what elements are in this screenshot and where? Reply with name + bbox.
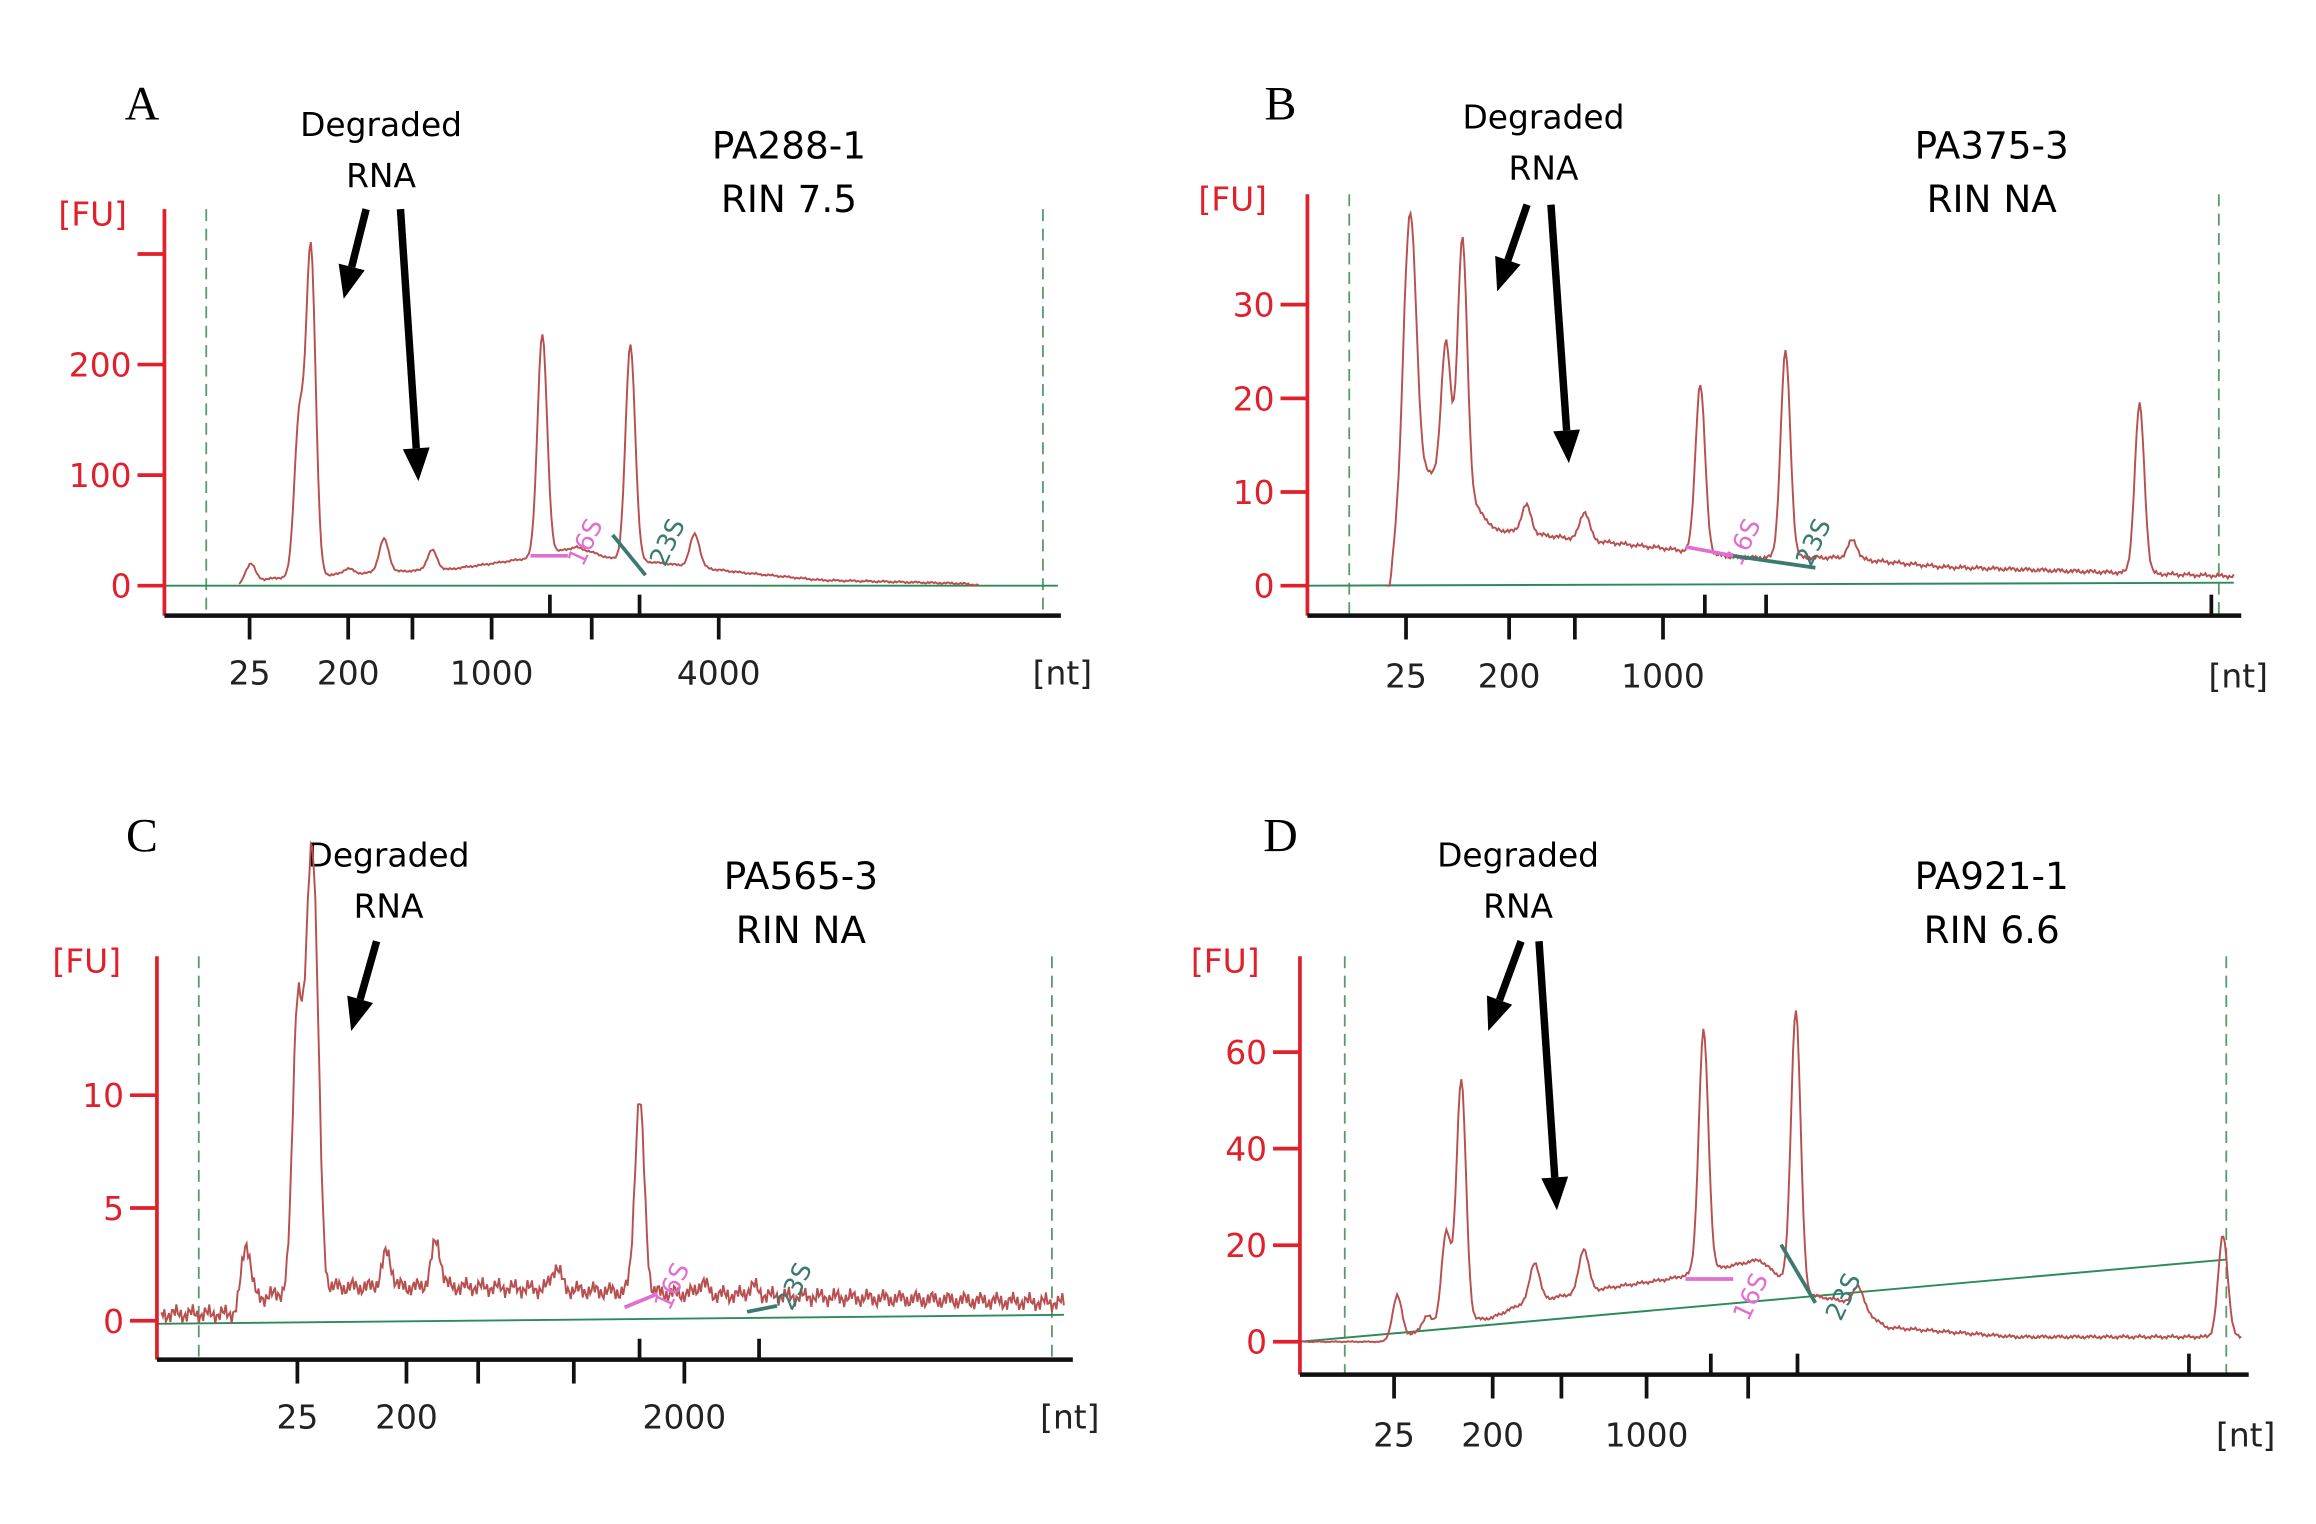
y-tick-label: 20 [1233,379,1275,418]
x-tick-label: 25 [229,653,271,692]
annotation-arrow [1547,204,1571,431]
trace-line [160,840,1065,1326]
y-tick-label: 0 [103,1302,124,1341]
marker-23s-line [611,533,647,577]
rin-value: RIN NA [1927,177,2058,221]
marker-23s-line [746,1304,778,1314]
x-tick-label: 1000 [1621,656,1705,695]
arrow-head [1553,429,1581,464]
x-tick-label: 2000 [643,1397,727,1436]
y-tick-label: 0 [1246,1323,1267,1362]
annotation-arrow [1535,941,1559,1178]
trace-line [1299,1010,2242,1344]
annotation-arrow [356,940,381,1001]
annotation-rna: RNA [1509,148,1579,187]
annotation-degraded: Degraded [308,836,470,875]
annotation-arrow [396,208,420,449]
y-tick-label: 20 [1225,1226,1267,1265]
x-tick-label: 200 [1478,656,1541,695]
y-tick-label: 5 [103,1189,124,1228]
rin-value: RIN 6.6 [1924,908,2060,952]
panel-letter: D [1263,810,1298,863]
baseline-line [1307,581,2234,587]
rin-value: RIN 7.5 [721,177,857,221]
arrow-head [347,995,374,1031]
y-axis-label: [FU] [1191,942,1260,981]
annotation-arrow [1504,203,1531,262]
x-tick-label: 1000 [1605,1415,1689,1454]
x-tick-label: 200 [1461,1415,1524,1454]
marker-16s-line [623,1292,659,1310]
rin-value: RIN NA [736,908,867,952]
arrow-head [402,447,430,482]
x-tick-label: 25 [1373,1415,1415,1454]
annotation-arrow [348,208,370,268]
y-tick-label: 10 [1233,473,1275,512]
y-tick-label: 40 [1225,1130,1267,1169]
x-tick-label: 4000 [677,653,761,692]
marker-23s-line [1779,1243,1818,1304]
x-tick-label: 25 [1385,656,1427,695]
annotation-degraded: Degraded [1462,97,1624,136]
annotation-rna: RNA [1483,886,1553,925]
x-axis-label: [nt] [2209,656,2268,695]
y-tick-label: 100 [69,456,132,495]
sample-name: PA288-1 [712,123,866,167]
y-tick-label: 0 [111,567,132,606]
x-tick-label: 1000 [450,653,534,692]
trace-line [1386,209,2235,587]
arrow-head [1495,255,1521,292]
marker-23s-line [1732,553,1816,570]
x-axis-label: [nt] [1040,1397,1099,1436]
x-axis-label: [nt] [2216,1415,2275,1454]
trace-line [238,241,980,587]
panel-letter: C [126,810,158,863]
y-tick-label: 10 [82,1076,124,1115]
annotation-rna: RNA [346,156,416,195]
marker-23s-label: 23S [1819,1268,1867,1325]
marker-16s-line [1685,545,1734,558]
annotation-degraded: Degraded [1437,836,1599,875]
x-tick-label: 200 [375,1397,438,1436]
baseline-line [1299,1258,2227,1343]
y-tick-label: 30 [1233,286,1275,325]
sample-name: PA921-1 [1915,854,2069,898]
marker-16s-label: 16S [1726,1268,1774,1325]
annotation-degraded: Degraded [300,105,462,144]
x-tick-label: 25 [276,1397,318,1436]
arrow-head [1541,1176,1569,1211]
y-axis-label: [FU] [1198,180,1267,219]
marker-23s-label: 23S [1789,514,1837,571]
y-tick-label: 60 [1225,1033,1267,1072]
electropherogram-panel-b: B Degraded RNA PA375-3 RIN NA 16S 23S 0 10 20 30 [F… [1198,78,2268,696]
sample-name: PA565-3 [724,854,878,898]
baseline-line [156,1313,1064,1325]
y-axis-label: [FU] [52,942,121,981]
panel-letter: B [1265,78,1297,131]
arrow-head [338,263,365,299]
marker-16s-label: 16S [1719,514,1767,571]
arrow-head [1486,995,1513,1031]
sample-name: PA375-3 [1915,123,2069,167]
annotation-rna: RNA [354,886,424,925]
marker-16s-label: 16S [648,1258,696,1315]
marker-16s-label: 16S [561,514,609,571]
y-tick-label: 0 [1254,567,1275,606]
x-tick-label: 200 [317,653,380,692]
annotation-arrow [1496,940,1525,1002]
x-axis-label: [nt] [1033,653,1092,692]
y-axis-label: [FU] [58,195,127,234]
y-tick-label: 200 [69,346,132,385]
panel-letter: A [125,78,160,131]
electropherogram-panel-d: D Degraded RNA PA921-1 RIN 6.6 16S 23S 0 20 40 60 [… [1191,810,2275,1455]
